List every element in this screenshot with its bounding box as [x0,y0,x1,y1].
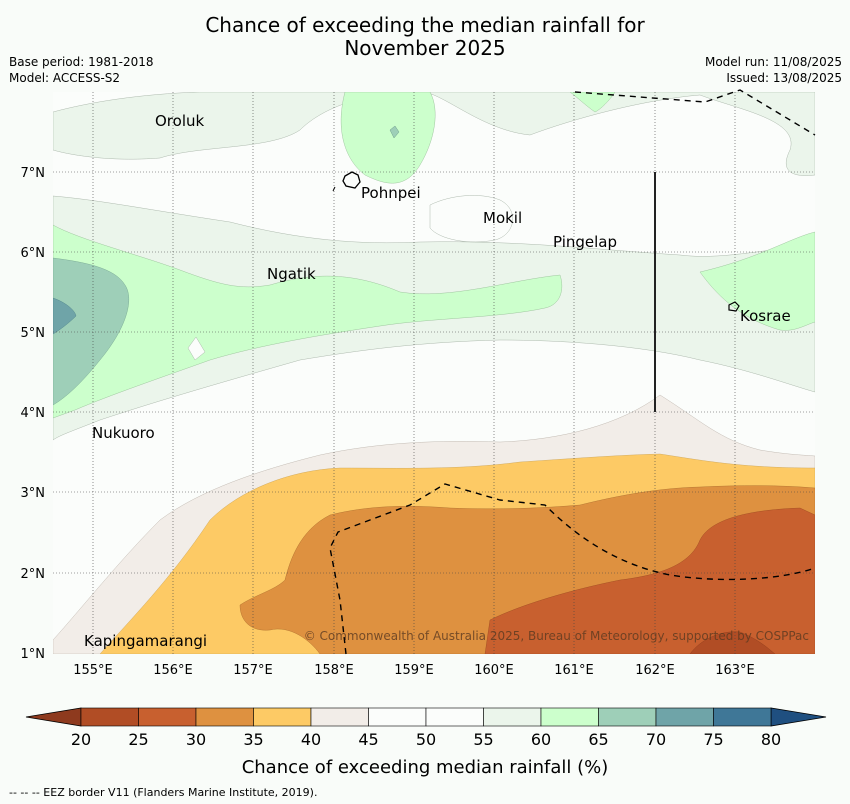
lon-label: 156°E [153,663,193,678]
lat-label: 1°N [21,647,46,662]
colorbar-segment [598,707,657,727]
issued-date: Issued: 13/08/2025 [726,71,842,85]
colorbar-tick-label: 55 [473,730,493,749]
colorbar-segment [368,707,427,727]
lat-label: 3°N [21,486,46,501]
colorbar-tick-label: 45 [358,730,378,749]
place-pohnpei: Pohnpei [361,184,421,202]
lon-label: 157°E [233,663,273,678]
meta-right: Model run: 11/08/2025 Issued: 13/08/2025 [705,54,842,86]
colorbar: 20 25 30 35 40 45 50 55 60 65 70 75 80 Chance of exc… [25,707,827,778]
map-gridlines [53,92,815,654]
page-title: Chance of exceeding the median rainfall … [0,14,850,60]
colorbar-tick-label: 35 [243,730,263,749]
lon-label: 158°E [314,663,354,678]
title-line-2: November 2025 [344,36,506,60]
place-ngatik: Ngatik [267,265,316,283]
colorbar-segment [425,707,484,727]
lat-label: 6°N [21,246,46,261]
colorbar-tick-label: 40 [301,730,321,749]
lat-label: 2°N [21,567,46,582]
colorbar-tick-label: 50 [416,730,436,749]
colorbar-segment [195,707,254,727]
colorbar-tick-label: 25 [128,730,148,749]
colorbar-segment [540,707,599,727]
title-line-1: Chance of exceeding the median rainfall … [205,13,645,37]
colorbar-under-arrow [25,707,82,727]
place-nukuoro: Nukuoro [92,424,155,442]
colorbar-tick-label: 80 [761,730,781,749]
colorbar-tick-label: 30 [186,730,206,749]
place-kosrae: Kosrae [740,307,791,325]
colorbar-tick-label: 60 [531,730,551,749]
colorbar-segment [713,707,772,727]
lat-label: 4°N [21,406,46,421]
kosrae-island-outline [728,301,740,312]
copyright-notice: © Commonwealth of Australia 2025, Bureau… [304,629,809,643]
ant-atoll-mark [332,186,336,192]
colorbar-segment [655,707,714,727]
eez-borders [329,89,816,655]
base-period: Base period: 1981-2018 [9,55,154,69]
lon-label: 162°E [635,663,675,678]
rainfall-map: Oroluk Pohnpei Mokil Pingelap Ngatik Kos… [21,89,827,778]
place-mokil: Mokil [483,209,522,227]
colorbar-tick-label: 20 [71,730,91,749]
meta-left: Base period: 1981-2018 Model: ACCESS-S2 [9,54,154,86]
lon-label: 160°E [474,663,514,678]
small-contour-patch [389,125,400,139]
lon-label: 159°E [394,663,434,678]
model-run: Model run: 11/08/2025 [704,55,842,69]
colorbar-tick-label: 70 [646,730,666,749]
colorbar-segment [138,707,197,727]
pohnpei-island-outline [342,171,361,189]
colorbar-segment [253,707,312,727]
lon-label: 163°E [715,663,755,678]
place-oroluk: Oroluk [155,112,204,130]
colorbar-segment [483,707,542,727]
colorbar-over-arrow [770,707,827,727]
colorbar-tick-label: 75 [703,730,723,749]
eez-footnote: -- -- -- EEZ border V11 (Flanders Marine… [9,786,318,799]
colorbar-label: Chance of exceeding median rainfall (%) [242,757,609,778]
colorbar-tick-label: 65 [588,730,608,749]
lat-label: 5°N [21,326,46,341]
colorbar-segment [310,707,369,727]
colorbar-segment [80,707,139,727]
lon-label: 155°E [73,663,113,678]
lat-label: 7°N [21,166,46,181]
map-contours [53,92,815,654]
lon-label: 161°E [554,663,594,678]
place-pingelap: Pingelap [553,233,617,251]
place-kapingamarangi: Kapingamarangi [84,632,207,650]
model-name: Model: ACCESS-S2 [9,71,121,85]
